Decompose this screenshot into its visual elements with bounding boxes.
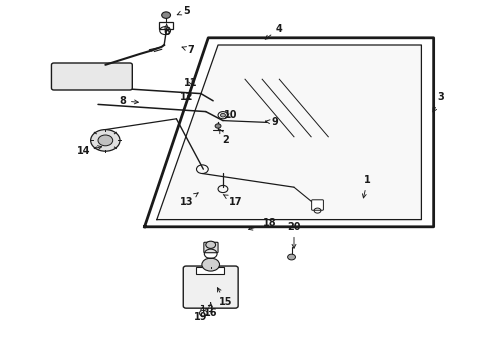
FancyBboxPatch shape bbox=[204, 242, 218, 253]
Text: 7: 7 bbox=[182, 45, 195, 55]
Text: 5: 5 bbox=[177, 6, 190, 16]
Text: 9: 9 bbox=[266, 117, 278, 127]
Text: 19: 19 bbox=[194, 306, 208, 322]
Text: 8: 8 bbox=[119, 96, 138, 106]
Text: 17: 17 bbox=[223, 194, 242, 207]
Text: 15: 15 bbox=[218, 288, 232, 307]
Text: 18: 18 bbox=[248, 218, 276, 230]
Text: 12: 12 bbox=[179, 92, 193, 102]
FancyBboxPatch shape bbox=[51, 63, 132, 90]
Circle shape bbox=[162, 12, 171, 18]
Text: 10: 10 bbox=[223, 110, 237, 120]
Text: 16: 16 bbox=[204, 303, 218, 318]
FancyBboxPatch shape bbox=[312, 200, 323, 210]
Polygon shape bbox=[157, 45, 421, 220]
Circle shape bbox=[220, 113, 225, 117]
FancyBboxPatch shape bbox=[159, 22, 173, 29]
Circle shape bbox=[98, 135, 113, 146]
Circle shape bbox=[288, 254, 295, 260]
Text: 3: 3 bbox=[433, 92, 444, 112]
Text: 11: 11 bbox=[184, 78, 198, 88]
Text: 14: 14 bbox=[76, 146, 101, 156]
Circle shape bbox=[215, 124, 221, 128]
Text: 4: 4 bbox=[265, 24, 283, 39]
Text: 1: 1 bbox=[363, 175, 371, 198]
Circle shape bbox=[202, 258, 220, 271]
Text: 6: 6 bbox=[163, 24, 170, 37]
FancyBboxPatch shape bbox=[183, 266, 238, 308]
Circle shape bbox=[91, 130, 120, 151]
Text: 2: 2 bbox=[220, 129, 229, 145]
FancyBboxPatch shape bbox=[196, 267, 224, 274]
Text: 20: 20 bbox=[287, 222, 301, 248]
Circle shape bbox=[206, 241, 216, 248]
Text: 13: 13 bbox=[179, 193, 198, 207]
